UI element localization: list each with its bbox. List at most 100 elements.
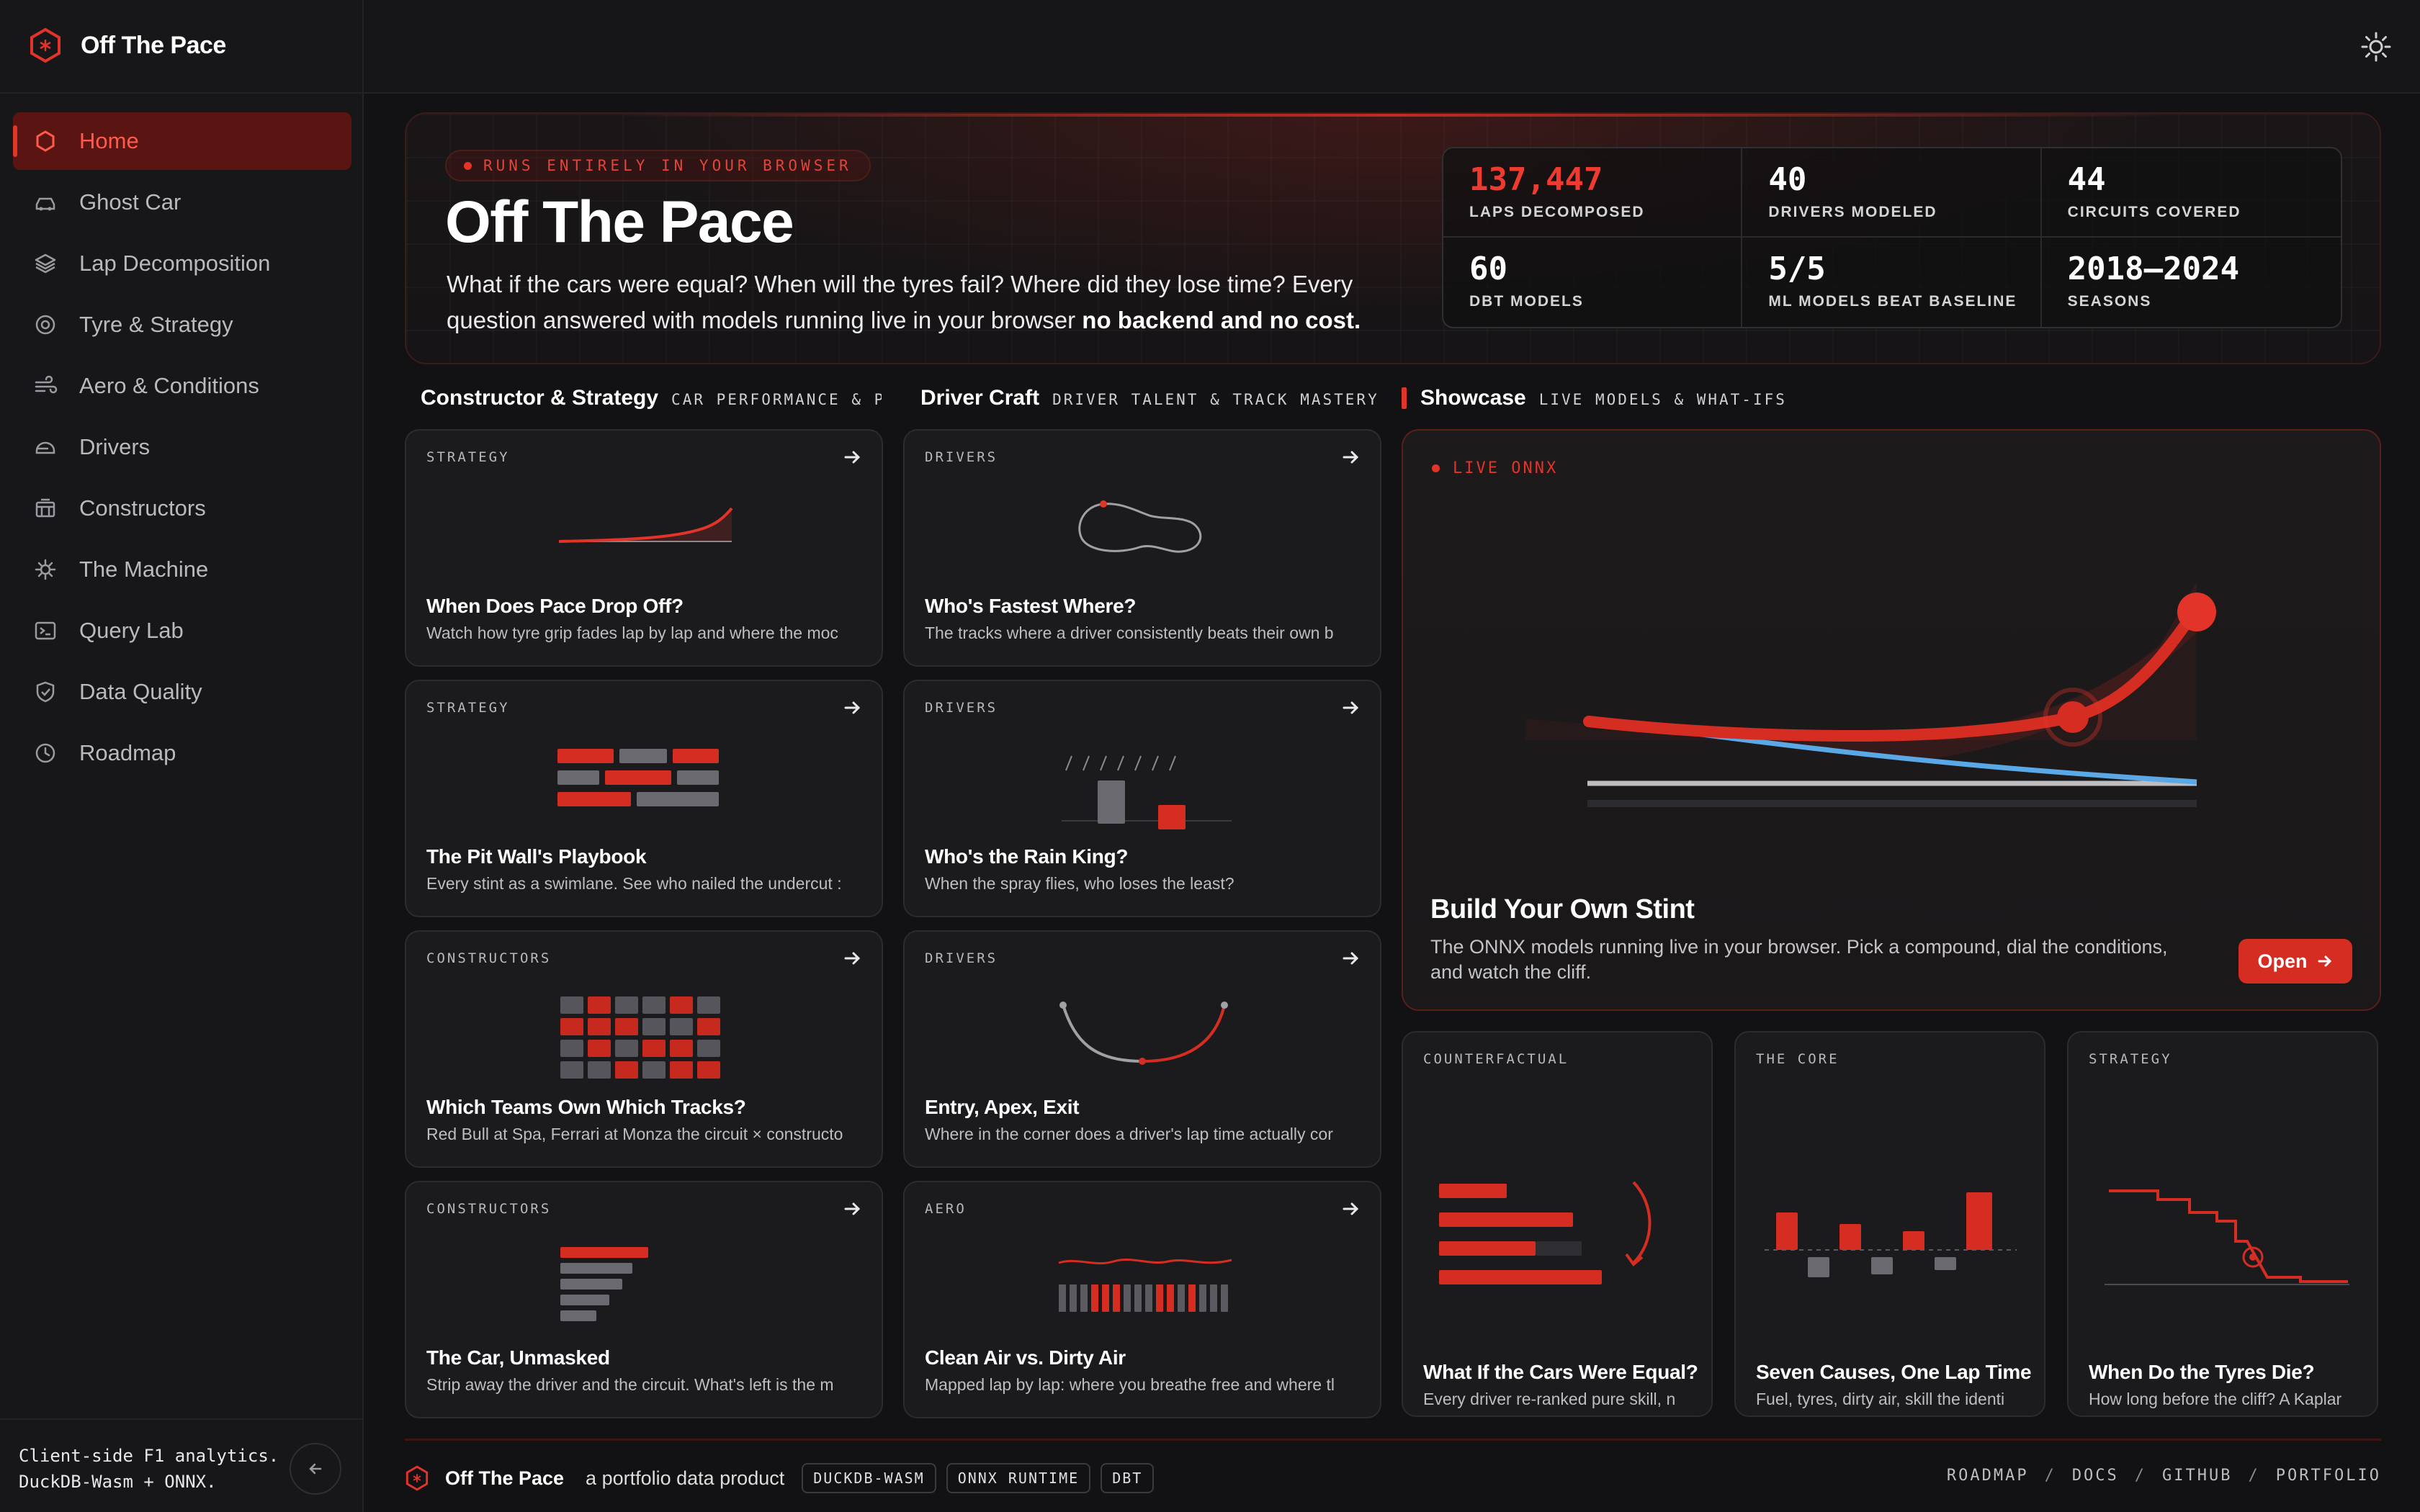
footer-link-portfolio[interactable]: PORTFOLIO: [2275, 1467, 2381, 1485]
arrow-right-icon: [844, 451, 861, 464]
sidebar-item-label: Drivers: [79, 434, 151, 459]
stat-value: 137,447: [1469, 161, 1603, 198]
corner-curve: [1059, 1002, 1228, 1065]
sidebar-item-the-machine[interactable]: The Machine: [13, 541, 351, 598]
card-seven-causes[interactable]: THE CORE Seven Causes, One Lap Time Fuel…: [1734, 1031, 2045, 1417]
hero-description-text: What if the cars were equal? When will t…: [447, 271, 1353, 333]
arrow-right-icon: [844, 1202, 861, 1215]
circuit-outline: [1078, 500, 1202, 553]
sidebar-item-drivers[interactable]: Drivers: [13, 418, 351, 476]
column-title: Constructor & Strategy: [421, 386, 659, 410]
brand-title: Off The Pace: [81, 31, 226, 59]
heatmap-cell: [697, 1061, 720, 1079]
card-fastest-where[interactable]: DRIVERS Who's Fastest Where? The tracks …: [903, 429, 1381, 667]
stat-circuits: 44 CIRCUITS COVERED: [2041, 148, 2341, 238]
card-cars-equal[interactable]: COUNTERFACTUAL What If the Cars Were Equ…: [1402, 1031, 1713, 1417]
badge-text: RUNS ENTIRELY IN YOUR BROWSER: [483, 157, 852, 174]
heatmap-cell: [615, 1018, 638, 1035]
card-title: The Car, Unmasked: [426, 1346, 610, 1369]
heatmap-cell: [588, 996, 611, 1014]
card-title: The Pit Wall's Playbook: [426, 845, 647, 868]
open-button[interactable]: Open: [2238, 939, 2352, 984]
brand[interactable]: Off The Pace: [29, 26, 226, 65]
sidebar-item-query-lab[interactable]: Query Lab: [13, 602, 351, 660]
column-header-constructor: Constructor & Strategy CAR PERFORMANCE &…: [421, 386, 882, 415]
card-pit-wall-playbook[interactable]: STRATEGY The Pit Wall's Playbook Every s…: [405, 680, 883, 917]
sidebar-item-ghost-car[interactable]: Ghost Car: [13, 174, 351, 231]
card-title: What If the Cars Were Equal?: [1423, 1361, 1698, 1383]
stat-laps: 137,447 LAPS DECOMPOSED: [1443, 148, 1743, 238]
arrow-right-icon: [1343, 451, 1359, 464]
footer-link-docs[interactable]: DOCS: [2071, 1467, 2119, 1485]
column-subtitle: LIVE MODELS & WHAT-IFS: [1538, 391, 1787, 408]
card-rain-king[interactable]: DRIVERS Who's the Rain King? When the sp…: [903, 680, 1381, 917]
sidebar-item-roadmap[interactable]: Roadmap: [13, 724, 351, 782]
arrow-right-icon: [1343, 952, 1359, 965]
heatmap-cell: [615, 996, 638, 1014]
showcase-title: Build Your Own Stint: [1430, 894, 1695, 924]
air-bar: [1059, 1284, 1066, 1312]
heatmap-cell: [560, 1018, 583, 1035]
card-title: When Do the Tyres Die?: [2089, 1361, 2315, 1383]
card-tyres-die[interactable]: STRATEGY When Do the Tyres Die? How long…: [2067, 1031, 2378, 1417]
air-bar: [1210, 1284, 1217, 1312]
sidebar-item-label: Roadmap: [79, 740, 176, 765]
air-bar: [1188, 1284, 1196, 1312]
sidebar-divider: [0, 92, 362, 94]
hero-description-bold: no backend and no cost.: [1082, 307, 1361, 333]
arrow-right-icon: [1343, 701, 1359, 714]
hexagon-icon: [36, 130, 55, 152]
card-description: Red Bull at Spa, Ferrari at Monza the ci…: [426, 1125, 843, 1143]
sidebar-item-aero-conditions[interactable]: Aero & Conditions: [13, 357, 351, 415]
arrow-right-icon: [844, 952, 861, 965]
showcase-card[interactable]: LIVE ONNX Build Your Own Stint The ONNX …: [1402, 429, 2381, 1011]
stint-swimlanes: [557, 749, 719, 806]
hero-panel: RUNS ENTIRELY IN YOUR BROWSER Off The Pa…: [405, 112, 2381, 364]
card-teams-tracks[interactable]: CONSTRUCTORS Which Teams Own Which Track…: [405, 930, 883, 1168]
card-clean-dirty-air[interactable]: AERO Clean Air vs. Dirty Air Mapped lap …: [903, 1181, 1381, 1418]
sidebar-item-home[interactable]: Home: [13, 112, 351, 170]
stat-seasons: 2018–2024 SEASONS: [2042, 238, 2341, 327]
card-tag: CONSTRUCTORS: [426, 950, 552, 966]
card-description: Fuel, tyres, dirty air, skill the identi: [1756, 1390, 2005, 1408]
sidebar: Off The Pace Home Ghost Car Lap Decompos…: [0, 0, 364, 1512]
collapse-sidebar-button[interactable]: [290, 1443, 341, 1495]
sidebar-item-label: Query Lab: [79, 618, 184, 643]
footer-link-github[interactable]: GITHUB: [2162, 1467, 2233, 1485]
card-tag: STRATEGY: [2089, 1051, 2172, 1067]
card-title: When Does Pace Drop Off?: [426, 595, 684, 617]
footer-link-roadmap[interactable]: ROADMAP: [1946, 1467, 2029, 1485]
heatmap-cell: [670, 1018, 693, 1035]
stat-dbt-models: 60 DBT MODELS: [1443, 238, 1743, 327]
chip-duckdb: DUCKDB-WASM: [802, 1463, 936, 1493]
sidebar-item-lap-decomposition[interactable]: Lap Decomposition: [13, 235, 351, 292]
chip-onnx: ONNX RUNTIME: [946, 1463, 1091, 1493]
stint-curve-illustration: [1525, 582, 2216, 807]
air-bar: [1113, 1284, 1120, 1312]
showcase-accent-bar: [1402, 387, 1407, 409]
heatmap-cell: [560, 996, 583, 1014]
arrow-right-icon: [1343, 1202, 1359, 1215]
sidebar-item-constructors[interactable]: Constructors: [13, 480, 351, 537]
stat-value: 5/5: [1768, 251, 1826, 287]
waterfall-bars: [1765, 1192, 2017, 1277]
heatmap-cell: [697, 996, 720, 1014]
live-onnx-badge: LIVE ONNX: [1432, 459, 1558, 477]
heatmap-cell: [697, 1040, 720, 1057]
footer-brand-title: Off The Pace: [445, 1467, 565, 1489]
car-bars: [560, 1247, 648, 1321]
card-entry-apex-exit[interactable]: DRIVERS Entry, Apex, Exit Where in the c…: [903, 930, 1381, 1168]
sidebar-item-data-quality[interactable]: Data Quality: [13, 663, 351, 721]
card-description: Every driver re-ranked pure skill, n: [1423, 1390, 1676, 1408]
card-tag: DRIVERS: [925, 449, 998, 465]
sun-icon[interactable]: [2360, 30, 2393, 63]
card-pace-drop-off[interactable]: STRATEGY When Does Pace Drop Off? Watch …: [405, 429, 883, 667]
team-track-heatmap: [560, 996, 720, 1079]
heatmap-cell: [588, 1018, 611, 1035]
air-bar: [1070, 1284, 1077, 1312]
stat-label: DRIVERS MODELED: [1768, 204, 1937, 220]
card-car-unmasked[interactable]: CONSTRUCTORS The Car, Unmasked Strip awa…: [405, 1181, 883, 1418]
sidebar-item-label: Aero & Conditions: [79, 373, 259, 398]
sidebar-item-tyre-strategy[interactable]: Tyre & Strategy: [13, 296, 351, 354]
heatmap-cell: [560, 1040, 583, 1057]
